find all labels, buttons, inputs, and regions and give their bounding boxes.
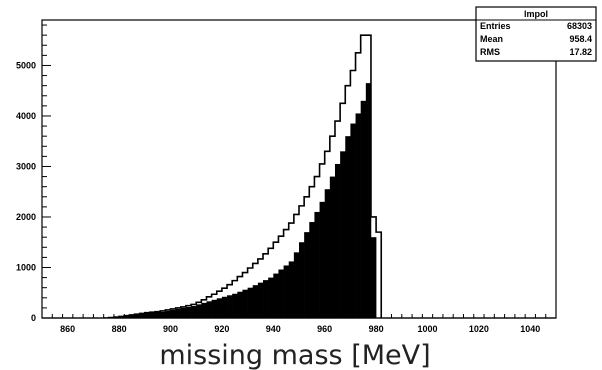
filled-bin-bar xyxy=(299,242,305,318)
filled-bin-bar xyxy=(283,265,290,318)
filled-bin-bar xyxy=(201,302,207,318)
filled-bin-bar xyxy=(180,307,187,318)
y-tick-label: 5000 xyxy=(16,60,36,70)
filled-bin-bar xyxy=(324,189,331,318)
series-layer xyxy=(93,34,383,319)
x-tick-label: 860 xyxy=(60,324,75,334)
filled-bin-bar xyxy=(257,282,264,318)
filled-bin-bar xyxy=(350,123,356,318)
y-tick-label: 2000 xyxy=(16,212,36,222)
stats-row-label: Entries xyxy=(480,21,511,31)
filled-bin-bar xyxy=(103,317,110,318)
filled-bin-bar xyxy=(165,310,171,318)
x-tick-label: 1040 xyxy=(520,324,540,334)
filled-bin-bar xyxy=(119,315,125,318)
filled-bin-bar xyxy=(129,314,135,318)
filled-bin-bar xyxy=(211,299,218,318)
y-tick-label: 4000 xyxy=(16,111,36,121)
filled-bin-bar xyxy=(149,312,156,318)
x-axis-title: missing mass [MeV] xyxy=(159,340,430,370)
x-tick-label: 980 xyxy=(369,324,384,334)
stats-box-frame xyxy=(475,6,597,62)
filled-bin-bar xyxy=(319,201,325,318)
filled-bin-bar xyxy=(340,151,346,318)
outline-histogram-line xyxy=(108,34,383,319)
filled-bin-bar xyxy=(216,298,223,318)
filled-bin-bar xyxy=(155,312,161,318)
x-tick-label: 1000 xyxy=(417,324,437,334)
filled-bin-bar xyxy=(221,296,228,318)
filled-bin-bar xyxy=(247,287,254,318)
stats-row-value: 17.82 xyxy=(569,47,592,57)
filled-bin-bar xyxy=(293,252,300,318)
filled-bin-bar xyxy=(268,277,274,318)
filled-bin-bar xyxy=(304,232,310,318)
filled-bin-bar xyxy=(232,293,238,318)
filled-bin-bar xyxy=(273,273,279,318)
filled-bin-bar xyxy=(108,316,115,318)
y-tick-label: 0 xyxy=(31,313,36,323)
stats-box-title: lmpol xyxy=(524,9,548,19)
filled-bin-bar xyxy=(113,316,120,318)
filled-bin-bar xyxy=(196,304,202,318)
filled-bin-bar xyxy=(227,295,233,318)
x-tick-label: 940 xyxy=(266,324,281,334)
filled-bin-bar xyxy=(185,306,192,318)
filled-bin-bar xyxy=(365,83,372,318)
filled-bin-bar xyxy=(175,308,182,318)
filled-bin-bar xyxy=(98,317,104,318)
stats-row-label: RMS xyxy=(480,47,500,57)
filled-bin-bar xyxy=(124,315,130,318)
filled-bin-bar xyxy=(360,100,367,318)
filled-bin-bar xyxy=(329,176,336,318)
filled-bin-bar xyxy=(334,163,341,318)
filled-bin-bar xyxy=(309,222,315,318)
filled-bin-bar xyxy=(160,311,166,318)
filled-bin-bar xyxy=(370,237,377,318)
filled-bin-bar xyxy=(170,309,176,318)
filled-bin-bar xyxy=(242,289,248,318)
filled-bin-bar xyxy=(355,113,361,319)
filled-bin-bar xyxy=(278,269,284,318)
x-tick-label: 960 xyxy=(317,324,332,334)
x-tick-label: 880 xyxy=(112,324,127,334)
stats-box: lmpol Entries 68303 Mean 958.4 RMS 17.82 xyxy=(475,6,597,62)
filled-bin-bar xyxy=(252,285,259,318)
filled-bin-bar xyxy=(237,291,243,318)
stats-row-value: 68303 xyxy=(567,21,592,31)
x-tick-label: 920 xyxy=(214,324,229,334)
filled-bin-bar xyxy=(134,314,140,318)
y-tick-label: 3000 xyxy=(16,161,36,171)
filled-bin-bar xyxy=(345,136,351,318)
x-tick-label: 900 xyxy=(163,324,178,334)
y-tick-label: 1000 xyxy=(16,262,36,272)
stats-row-value: 958.4 xyxy=(569,34,592,44)
filled-bin-bar xyxy=(314,211,320,318)
filled-bin-bar xyxy=(206,301,212,318)
filled-bin-bar xyxy=(263,280,269,318)
filled-bin-bar xyxy=(191,305,197,318)
tick-layer: 860 880 900 920 940 960 980 1000 1020 1040 0 1000 20… xyxy=(16,24,557,334)
filled-bin-bar xyxy=(144,313,151,318)
x-tick-label: 1020 xyxy=(469,324,489,334)
filled-bin-bar xyxy=(139,313,146,318)
stats-row-label: Mean xyxy=(480,34,503,44)
filled-bin-bar xyxy=(288,261,295,318)
